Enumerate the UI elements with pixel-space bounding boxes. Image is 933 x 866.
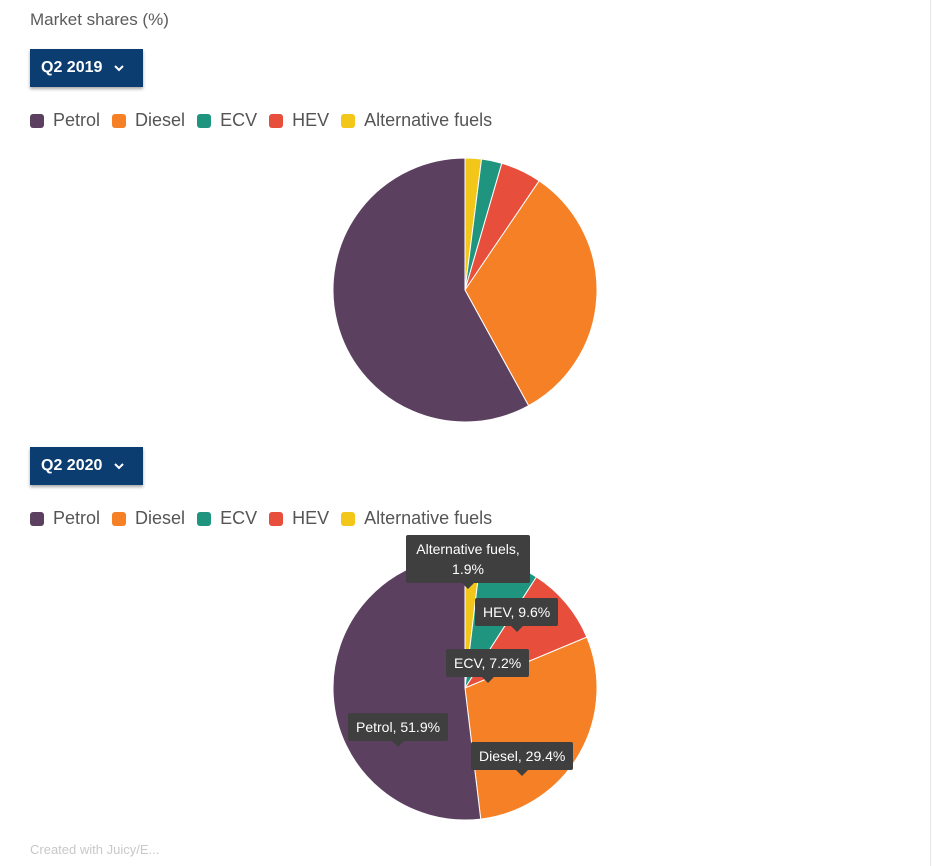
legend-2020: Petrol Diesel ECV HEV Alternative fuels: [30, 508, 504, 529]
data-label-ecv: ECV, 7.2%: [446, 649, 530, 683]
legend-label: Petrol: [53, 110, 101, 130]
data-label-diesel: Diesel, 29.4%: [471, 742, 574, 776]
legend-2019: Petrol Diesel ECV HEV Alternative fuels: [30, 110, 504, 131]
period-dropdown-label: Q2 2020: [41, 457, 103, 474]
source-credit: Created with Juicy/E...: [30, 842, 160, 857]
legend-label: Petrol: [53, 508, 101, 528]
period-dropdown-2019[interactable]: Q2 2019: [30, 49, 143, 87]
data-label-text: Alternative fuels,: [416, 541, 520, 557]
legend-item-hev[interactable]: HEV: [269, 508, 329, 529]
legend-swatch: [197, 113, 212, 128]
legend-label: Alternative fuels: [364, 508, 493, 528]
legend-label: Diesel: [135, 508, 186, 528]
legend-swatch: [341, 113, 356, 128]
data-label-value: 1.9%: [452, 561, 484, 577]
legend-item-ecv[interactable]: ECV: [197, 110, 257, 131]
legend-swatch: [269, 511, 284, 526]
legend-item-alternative-fuels[interactable]: Alternative fuels: [341, 110, 492, 131]
legend-label: HEV: [292, 508, 330, 528]
legend-swatch: [112, 511, 127, 526]
legend-item-petrol[interactable]: Petrol: [30, 110, 100, 131]
pie-slice-petrol[interactable]: [332, 555, 482, 821]
data-label-petrol: Petrol, 51.9%: [348, 713, 449, 747]
scrollbar-edge: [930, 0, 931, 866]
legend-item-diesel[interactable]: Diesel: [112, 110, 185, 131]
legend-label: ECV: [220, 508, 258, 528]
legend-item-hev[interactable]: HEV: [269, 110, 329, 131]
legend-swatch: [30, 113, 44, 128]
pie-slice-petrol[interactable]: [332, 157, 530, 423]
legend-swatch: [341, 511, 356, 526]
legend-label: Diesel: [135, 110, 186, 130]
chevron-down-icon: [112, 61, 126, 75]
legend-swatch: [269, 113, 284, 128]
data-label-alternative-fuels: Alternative fuels, 1.9%: [406, 535, 530, 589]
period-dropdown-label: Q2 2019: [41, 59, 103, 76]
legend-item-petrol[interactable]: Petrol: [30, 508, 100, 529]
legend-item-alternative-fuels[interactable]: Alternative fuels: [341, 508, 492, 529]
legend-label: HEV: [292, 110, 330, 130]
period-dropdown-2020[interactable]: Q2 2020: [30, 447, 143, 485]
chart-subtitle: Market shares (%): [30, 10, 169, 29]
legend-label: Alternative fuels: [364, 110, 493, 130]
legend-swatch: [30, 511, 44, 526]
legend-label: ECV: [220, 110, 258, 130]
legend-swatch: [197, 511, 212, 526]
pie-chart-2020: [332, 555, 598, 821]
pie-chart-2019: [332, 157, 598, 423]
pie-slice-diesel[interactable]: [464, 636, 598, 820]
chevron-down-icon: [112, 459, 126, 473]
legend-item-ecv[interactable]: ECV: [197, 508, 257, 529]
legend-swatch: [112, 113, 127, 128]
legend-item-diesel[interactable]: Diesel: [112, 508, 185, 529]
data-label-hev: HEV, 9.6%: [475, 598, 559, 632]
